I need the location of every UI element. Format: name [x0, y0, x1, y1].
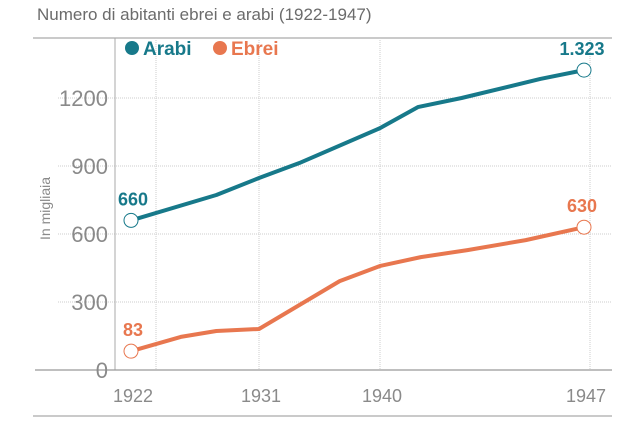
legend: Arabi Ebrei [125, 39, 279, 60]
data-point-ebrei [576, 219, 592, 235]
x-tick-label: 1931 [241, 386, 281, 406]
legend-marker-ebrei [213, 41, 227, 55]
x-tick-label: 1940 [362, 386, 402, 406]
y-tick-label: 900 [71, 154, 108, 179]
y-tick-label: 300 [71, 290, 108, 315]
series-line-arabi [130, 68, 585, 223]
y-tick-labels: 0 300 600 900 1200 [59, 86, 108, 383]
data-point-arabi [576, 62, 592, 78]
legend-label-ebrei: Ebrei [231, 39, 279, 60]
y-tick-label: 600 [71, 222, 108, 247]
grid [58, 38, 612, 370]
y-axis-label: In migliaia [37, 177, 53, 240]
x-tick-label: 1947 [566, 386, 606, 406]
chart-title: Numero di abitanti ebrei e arabi (1922-1… [37, 5, 372, 24]
legend-marker-arabi [125, 41, 139, 55]
data-label-end-arabi: 1.323 [559, 39, 604, 59]
data-point-ebrei [123, 343, 139, 359]
data-label-start-ebrei: 83 [123, 320, 143, 340]
legend-label-arabi: Arabi [143, 39, 192, 60]
x-tick-labels: 1922 1931 1940 1947 [113, 386, 606, 406]
y-tick-label: 0 [96, 358, 108, 383]
data-label-start-arabi: 660 [118, 189, 148, 209]
series-lines: 660 1.323 83 630 [118, 39, 605, 359]
y-tick-label: 1200 [59, 86, 108, 111]
series-line-ebrei [130, 225, 585, 354]
data-point-arabi [123, 212, 139, 228]
x-tick-label: 1922 [113, 386, 153, 406]
data-label-end-ebrei: 630 [567, 196, 597, 216]
